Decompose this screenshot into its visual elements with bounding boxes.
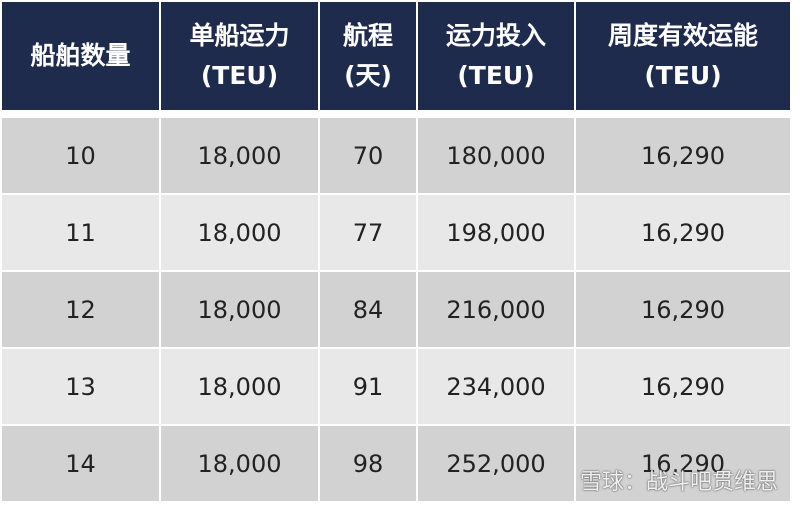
header-text: 周度有效运能 <box>607 21 758 50</box>
header-cell: 周度有效运能 (TEU) <box>576 2 790 110</box>
body-cell: 77 <box>320 195 416 270</box>
body-cell: 18,000 <box>161 272 318 347</box>
cell-text: 18,000 <box>197 141 282 170</box>
body-cell: 98 <box>320 426 416 501</box>
body-cell: 16,290 <box>576 118 790 193</box>
header-text: (天) <box>344 61 392 90</box>
cell-text: 216,000 <box>446 295 546 324</box>
body-cell: 84 <box>320 272 416 347</box>
header-text: 航程 <box>342 21 393 50</box>
body-cell: 16,290 <box>576 426 790 501</box>
body-cell: 91 <box>320 349 416 424</box>
cell-text: 18,000 <box>197 449 282 478</box>
header-cell: 单船运力 (TEU) <box>161 2 318 110</box>
cell-text: 252,000 <box>446 449 546 478</box>
cell-text: 16,290 <box>641 372 725 401</box>
cell-text: 11 <box>65 218 96 247</box>
cell-text: 13 <box>65 372 96 401</box>
body-cell: 13 <box>2 349 159 424</box>
watermark: 雪球：战斗吧贯维思 <box>579 470 778 495</box>
body-cell: 16,290 <box>576 195 790 270</box>
body-cell: 18,000 <box>161 426 318 501</box>
header-cell: 运力投入 (TEU) <box>418 2 574 110</box>
cell-text: 16,290 <box>641 218 725 247</box>
cell-text: 91 <box>352 372 384 401</box>
cell-text: 98 <box>352 449 384 478</box>
cell-text: 84 <box>352 295 384 324</box>
cell-text: 18,000 <box>197 372 282 401</box>
header-text: 船舶数量 <box>30 41 131 70</box>
cell-text: 198,000 <box>446 218 546 247</box>
body-cell: 70 <box>320 118 416 193</box>
body-cell: 18,000 <box>161 118 318 193</box>
cell-text: 16,290 <box>641 295 725 324</box>
header-text: 运力投入 <box>445 21 546 50</box>
cell-text: 16,290 <box>641 141 725 170</box>
body-cell: 11 <box>2 195 159 270</box>
body-cell: 18,000 <box>161 195 318 270</box>
cell-text: 16,290 <box>641 449 725 478</box>
body-cell: 18,000 <box>161 349 318 424</box>
body-cell: 216,000 <box>418 272 574 347</box>
cell-text: 77 <box>352 218 384 247</box>
header-text: (TEU) <box>200 61 279 90</box>
header-cell: 船舶数量 <box>2 2 159 110</box>
cell-text: 12 <box>65 295 96 324</box>
header-cell: 航程 (天) <box>320 2 416 110</box>
body-cell: 234,000 <box>418 349 574 424</box>
cell-text: 180,000 <box>446 141 546 170</box>
cell-text: 18,000 <box>197 295 282 324</box>
body-cell: 180,000 <box>418 118 574 193</box>
body-cell: 252,000 <box>418 426 574 501</box>
cell-text: 234,000 <box>446 372 546 401</box>
body-cell: 16,290 <box>576 272 790 347</box>
body-cell: 10 <box>2 118 159 193</box>
body-cell: 12 <box>2 272 159 347</box>
body-cell: 16,290 <box>576 349 790 424</box>
cell-text: 10 <box>65 141 96 170</box>
body-cell: 198,000 <box>418 195 574 270</box>
body-cell: 14 <box>2 426 159 501</box>
cell-text: 18,000 <box>197 218 282 247</box>
cell-text: 14 <box>65 449 96 478</box>
header-text: (TEU) <box>644 61 722 90</box>
header-text: 单船运力 <box>189 21 290 50</box>
header-text: (TEU) <box>457 61 535 90</box>
cell-text: 70 <box>352 141 384 170</box>
